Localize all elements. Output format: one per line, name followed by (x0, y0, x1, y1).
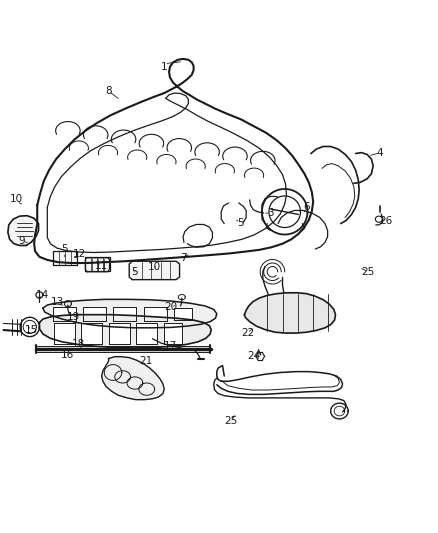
Text: 3: 3 (267, 208, 274, 218)
Text: 5: 5 (131, 266, 138, 277)
Polygon shape (144, 307, 167, 321)
Polygon shape (164, 324, 182, 344)
Text: 14: 14 (36, 290, 49, 300)
Polygon shape (53, 251, 77, 265)
Polygon shape (102, 357, 164, 400)
Text: 5: 5 (237, 217, 244, 228)
Text: 13: 13 (51, 297, 64, 308)
Polygon shape (174, 308, 192, 320)
Text: 5: 5 (61, 244, 68, 254)
Text: 18: 18 (71, 340, 85, 350)
Text: 1: 1 (161, 62, 168, 72)
Polygon shape (8, 216, 39, 246)
Polygon shape (129, 261, 180, 280)
Text: 9: 9 (18, 236, 25, 246)
Text: 21: 21 (139, 356, 152, 366)
Polygon shape (43, 300, 217, 328)
Text: 10: 10 (148, 262, 161, 272)
Polygon shape (244, 293, 336, 333)
Text: 12: 12 (73, 249, 86, 259)
Text: 22: 22 (241, 328, 254, 338)
Polygon shape (81, 324, 102, 344)
Polygon shape (85, 257, 110, 271)
Text: 26: 26 (380, 215, 393, 225)
Text: 10: 10 (10, 193, 23, 204)
Text: 25: 25 (225, 416, 238, 426)
Text: 16: 16 (61, 350, 74, 360)
Polygon shape (39, 314, 211, 348)
Text: 25: 25 (361, 266, 374, 277)
Polygon shape (136, 324, 157, 344)
Text: 4: 4 (377, 148, 384, 158)
Text: 24: 24 (247, 351, 261, 361)
Polygon shape (109, 324, 130, 344)
Polygon shape (83, 307, 106, 321)
Polygon shape (54, 324, 75, 344)
Text: 7: 7 (180, 253, 187, 263)
Text: 8: 8 (105, 86, 112, 96)
Text: 19: 19 (67, 312, 80, 322)
Text: 17: 17 (164, 341, 177, 351)
Text: 11: 11 (95, 261, 108, 271)
Polygon shape (113, 307, 136, 321)
Polygon shape (53, 307, 76, 321)
Polygon shape (85, 258, 110, 272)
Text: 20: 20 (164, 302, 177, 312)
Text: 6: 6 (303, 203, 310, 212)
Text: 15: 15 (25, 325, 38, 335)
